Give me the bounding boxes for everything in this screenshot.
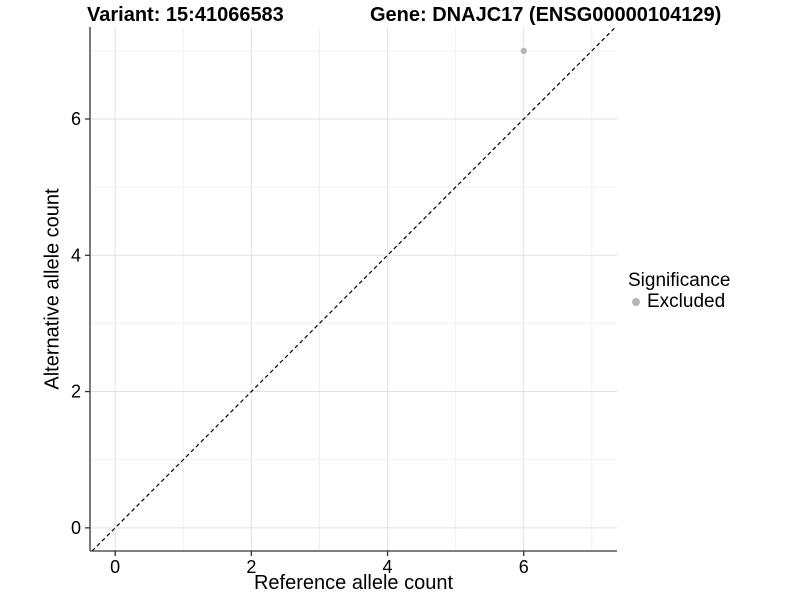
svg-text:0: 0 [110, 557, 120, 577]
svg-text:2: 2 [71, 382, 81, 402]
y-axis-title: Alternative allele count [41, 188, 64, 390]
data-points [520, 47, 527, 55]
x-axis-title: Reference allele count [253, 572, 453, 594]
plot-title-variant: Variant: 15:41066583 [87, 4, 284, 26]
identity-line [91, 26, 617, 552]
svg-text:2: 2 [246, 557, 256, 577]
svg-text:4: 4 [383, 557, 393, 577]
data-point [520, 47, 527, 55]
svg-text:4: 4 [71, 245, 81, 265]
y-axis-ticks: 0 2 4 6 [71, 109, 90, 538]
x-axis-ticks: 0 2 4 6 [110, 551, 529, 577]
legend: Significance Excluded [628, 270, 730, 312]
legend-dot-icon [632, 297, 640, 306]
legend-entry-excluded: Excluded [628, 291, 730, 312]
svg-text:6: 6 [519, 557, 529, 577]
plot-title-gene: Gene: DNAJC17 (ENSG00000104129) [370, 4, 722, 26]
axis-lines [89, 27, 617, 552]
svg-text:6: 6 [71, 109, 81, 129]
gridlines-minor [90, 27, 617, 551]
legend-title: Significance [628, 270, 731, 291]
legend-entry-label: Excluded [647, 291, 726, 312]
gridlines-major [90, 27, 617, 551]
svg-text:0: 0 [71, 518, 81, 538]
